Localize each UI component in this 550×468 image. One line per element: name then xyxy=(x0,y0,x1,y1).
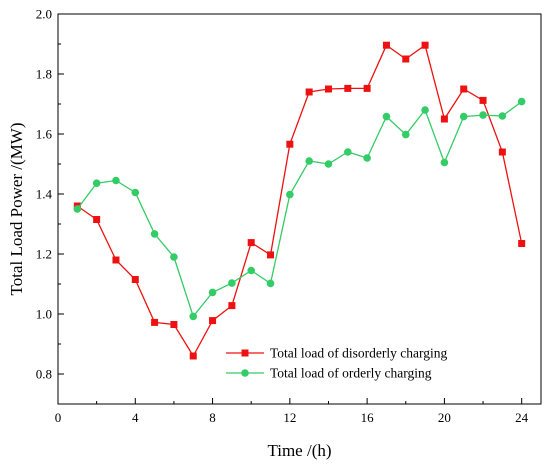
data-point xyxy=(286,190,294,199)
data-point xyxy=(402,55,410,63)
data-point xyxy=(440,115,448,123)
y-tick-label: 1.4 xyxy=(36,187,53,202)
data-point xyxy=(112,256,120,264)
x-tick-label: 20 xyxy=(438,410,451,425)
x-tick-label: 24 xyxy=(515,410,529,425)
legend-marker xyxy=(241,369,249,377)
data-point xyxy=(247,266,255,275)
axis-ticks: 0 4 8 12 16 20 24 0.8 1.0 1.2 1.4 1.6 1.8 2.0 xyxy=(36,7,529,426)
series-line xyxy=(76,44,523,358)
data-point xyxy=(170,321,178,328)
data-point xyxy=(479,111,487,119)
x-tick-label: 4 xyxy=(132,410,139,425)
data-point xyxy=(131,188,140,197)
data-point xyxy=(93,216,101,223)
data-point xyxy=(228,279,236,287)
data-point xyxy=(266,279,275,288)
x-tick-label: 16 xyxy=(361,410,375,425)
data-point xyxy=(498,112,507,120)
legend-item: Total load of orderly charging xyxy=(226,366,432,381)
series-line xyxy=(76,101,523,318)
data-point xyxy=(112,176,120,185)
data-point xyxy=(170,253,178,261)
data-point xyxy=(518,240,526,247)
series-layer xyxy=(73,41,526,360)
data-point xyxy=(286,140,294,148)
data-point xyxy=(247,239,255,247)
data-point xyxy=(460,85,468,93)
data-point xyxy=(344,148,352,156)
x-axis-title: Time /(h) xyxy=(267,441,331,460)
data-point xyxy=(151,318,159,326)
data-point xyxy=(382,112,391,121)
data-point xyxy=(305,157,313,165)
y-tick-label: 1.6 xyxy=(36,127,53,142)
data-point xyxy=(92,179,101,187)
data-point xyxy=(421,106,429,114)
legend-item: Total load of disorderly charging xyxy=(226,346,448,361)
x-tick-label: 8 xyxy=(209,410,216,425)
data-point xyxy=(517,97,526,106)
y-tick-label: 1.0 xyxy=(36,307,52,322)
legend-marker xyxy=(241,349,249,357)
data-point xyxy=(363,154,371,162)
series-orderly xyxy=(73,97,526,321)
y-tick-label: 1.2 xyxy=(36,247,52,262)
data-point xyxy=(131,276,139,283)
data-point xyxy=(498,148,506,156)
y-tick-label: 0.8 xyxy=(36,367,52,382)
data-point xyxy=(189,352,197,360)
data-point xyxy=(73,205,82,213)
data-point xyxy=(324,160,333,168)
plot-area xyxy=(57,13,542,405)
legend: Total load of disorderly charging Total l… xyxy=(226,346,448,381)
data-point xyxy=(209,317,217,325)
data-point xyxy=(421,41,429,49)
data-point xyxy=(228,302,236,310)
data-point xyxy=(382,41,390,49)
data-point xyxy=(459,112,468,121)
y-tick-label: 2.0 xyxy=(36,7,52,22)
data-point xyxy=(363,84,371,92)
legend-label: Total load of orderly charging xyxy=(270,366,432,381)
data-point xyxy=(401,130,410,139)
data-point xyxy=(479,96,487,104)
y-tick-label: 1.8 xyxy=(36,67,52,82)
series-disorderly xyxy=(73,41,526,360)
data-point xyxy=(324,85,332,93)
data-point xyxy=(208,288,217,297)
y-axis-title: Total Load Power /(MW) xyxy=(7,122,26,295)
data-point xyxy=(344,84,352,92)
data-point xyxy=(305,88,313,96)
legend-label: Total load of disorderly charging xyxy=(270,346,448,361)
data-point xyxy=(440,158,449,167)
data-point xyxy=(189,312,198,321)
data-point xyxy=(150,230,159,238)
data-point xyxy=(267,251,275,259)
x-tick-label: 0 xyxy=(55,410,62,425)
x-tick-label: 12 xyxy=(283,410,296,425)
